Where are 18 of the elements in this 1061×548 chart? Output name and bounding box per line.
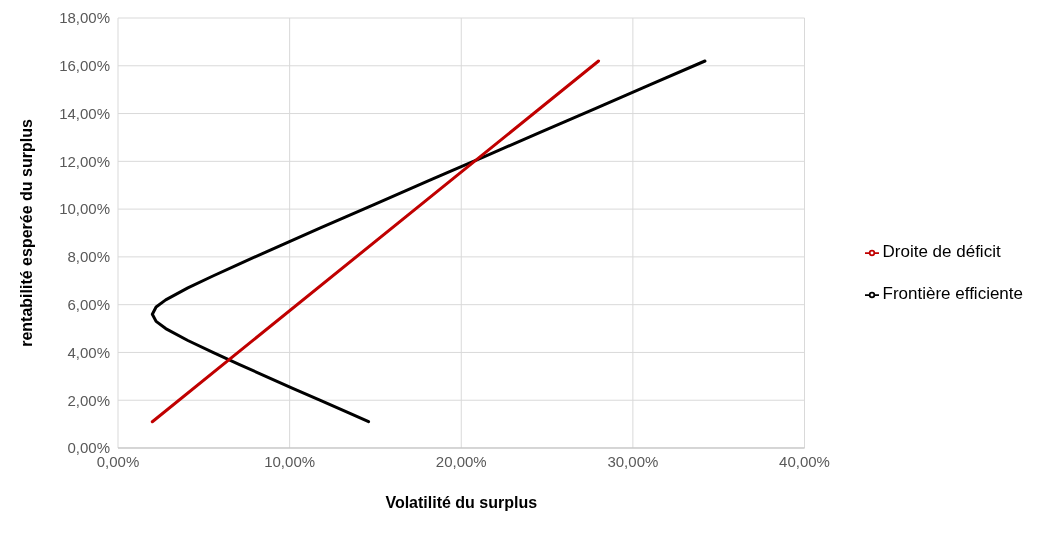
y-tick-label: 18,00% xyxy=(59,9,110,27)
y-tick-label: 14,00% xyxy=(59,104,110,122)
y-tick-label: 10,00% xyxy=(59,200,110,218)
x-axis-title: Volatilité du surplus xyxy=(385,494,538,511)
line-series xyxy=(150,59,707,424)
y-tick-label: 2,00% xyxy=(67,391,110,409)
legend-label: Frontière efficiente xyxy=(882,284,1023,303)
y-axis-title: rentabilité esperée du surplus xyxy=(17,119,35,347)
y-tick-label: 8,00% xyxy=(67,248,110,266)
y-tick-label: 6,00% xyxy=(67,295,110,313)
legend-label: Droite de déficit xyxy=(882,242,1001,261)
x-tick-label: 30,00% xyxy=(607,452,659,470)
y-tick-label: 16,00% xyxy=(59,57,110,75)
y-tick-label: 4,00% xyxy=(67,343,110,361)
x-tick-label: 40,00% xyxy=(779,452,830,470)
y-tick-label: 12,00% xyxy=(59,152,110,170)
x-tick-label: 20,00% xyxy=(435,452,487,470)
x-tick-label: 10,00% xyxy=(264,452,316,470)
